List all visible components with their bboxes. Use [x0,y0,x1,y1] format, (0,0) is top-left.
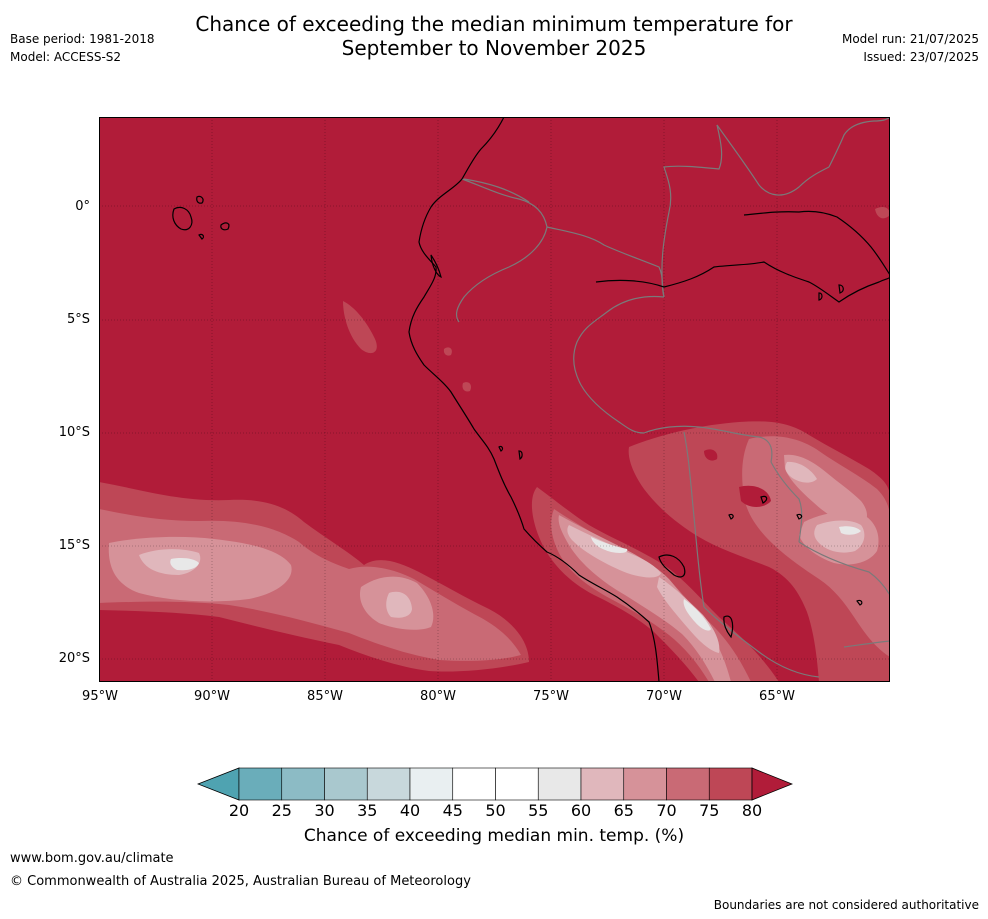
lat-label-20s: 20°S [58,651,90,666]
colorbar-tick-65: 65 [613,801,634,820]
map-canvas [99,117,890,682]
colorbar [197,767,793,801]
colorbar-tick-45: 45 [442,801,463,820]
contour-75-80-east-patch [704,449,718,461]
colorbar-cell-55_60 [537,767,582,801]
colorbar-tick-60: 60 [570,801,592,820]
contour-60-65-east-2 [785,461,817,483]
lon-label-90w: 90°W [194,689,230,704]
contour-75-80-coast-patch-2 [462,382,472,392]
colorbar-tick-35: 35 [357,801,378,820]
colorbar-cell-65_70 [623,767,667,801]
colorbar-cell-60_65 [580,767,625,801]
model-run-text: Model run: 21/07/2025 [841,32,979,46]
colorbar-arrow-low [197,767,240,801]
colorbar-tick-70: 70 [656,801,677,820]
contour-60-65-andes-2 [657,577,720,653]
base-period-text: Base period: 1981-2018 [10,32,155,46]
gridlines [99,117,890,682]
footer-url: www.bom.gov.au/climate [10,851,174,866]
lon-label-80w: 80°W [420,689,456,704]
colorbar-cell-75_80 [708,767,753,801]
colorbar-cell-40_45 [409,767,454,801]
colorbar-tick-75: 75 [699,801,720,820]
lat-label-15s: 15°S [58,538,90,553]
colorbar-tick-55: 55 [528,801,549,820]
colorbar-cell-70_75 [666,767,710,801]
colorbar-cell-25_30 [281,767,325,801]
contour-75-80-coast-patch [443,347,452,356]
colorbar-tick-50: 50 [485,801,506,820]
metadata-left: Base period: 1981-2018 Model: ACCESS-S2 [10,30,155,66]
contour-60-65-sw-ocean [386,591,412,618]
colorbar-cell-45_50 [452,767,496,801]
colorbar-tick-30: 30 [314,801,335,820]
country-borders [455,117,890,678]
coastlines [172,117,890,682]
lat-label-5s: 5°S [66,312,90,327]
colorbar-cell-35_40 [366,767,411,801]
issued-text: Issued: 23/07/2025 [863,50,979,64]
footer-note: Boundaries are not considered authoritat… [713,898,979,912]
contour-55-60-sw-ocean [170,558,199,571]
title-line-1: Chance of exceeding the median minimum t… [195,12,793,36]
colorbar-tick-40: 40 [399,801,421,820]
lon-label-70w: 70°W [646,689,682,704]
contour-55-60-andes-2 [683,599,711,631]
lat-label-10s: 10°S [58,425,90,440]
lon-label-85w: 85°W [307,689,343,704]
colorbar-tick-20: 20 [228,801,250,820]
colorbar-cell-50_55 [495,767,539,801]
title-line-2: September to November 2025 [341,36,647,60]
metadata-right: Model run: 21/07/2025 Issued: 23/07/2025 [842,30,979,66]
contour-55-60-east [839,526,861,535]
contour-75-80-offshore-patch [343,301,377,354]
colorbar-arrow-high [751,767,793,801]
lat-label-0: 0° [75,199,90,214]
map-title: Chance of exceeding the median minimum t… [0,12,988,60]
contour-75-80-equator-patch [875,207,890,219]
colorbar-label: Chance of exceeding median min. temp. (%… [303,826,685,846]
colorbar-tick-80: 80 [741,801,763,820]
lon-label-65w: 65°W [759,689,795,704]
lon-label-75w: 75°W [533,689,569,704]
colorbar-cells [197,767,793,801]
map-frame [99,117,890,682]
colorbar-tick-25: 25 [271,801,292,820]
colorbar-cell-30_35 [324,767,368,801]
colorbar-cell-20_25 [238,767,283,801]
contour-55-60-andes [591,537,628,553]
model-text: Model: ACCESS-S2 [10,50,122,64]
forecast-map [99,117,890,682]
footer-copyright: © Commonwealth of Australia 2025, Austra… [10,874,471,889]
lon-label-95w: 95°W [82,689,118,704]
